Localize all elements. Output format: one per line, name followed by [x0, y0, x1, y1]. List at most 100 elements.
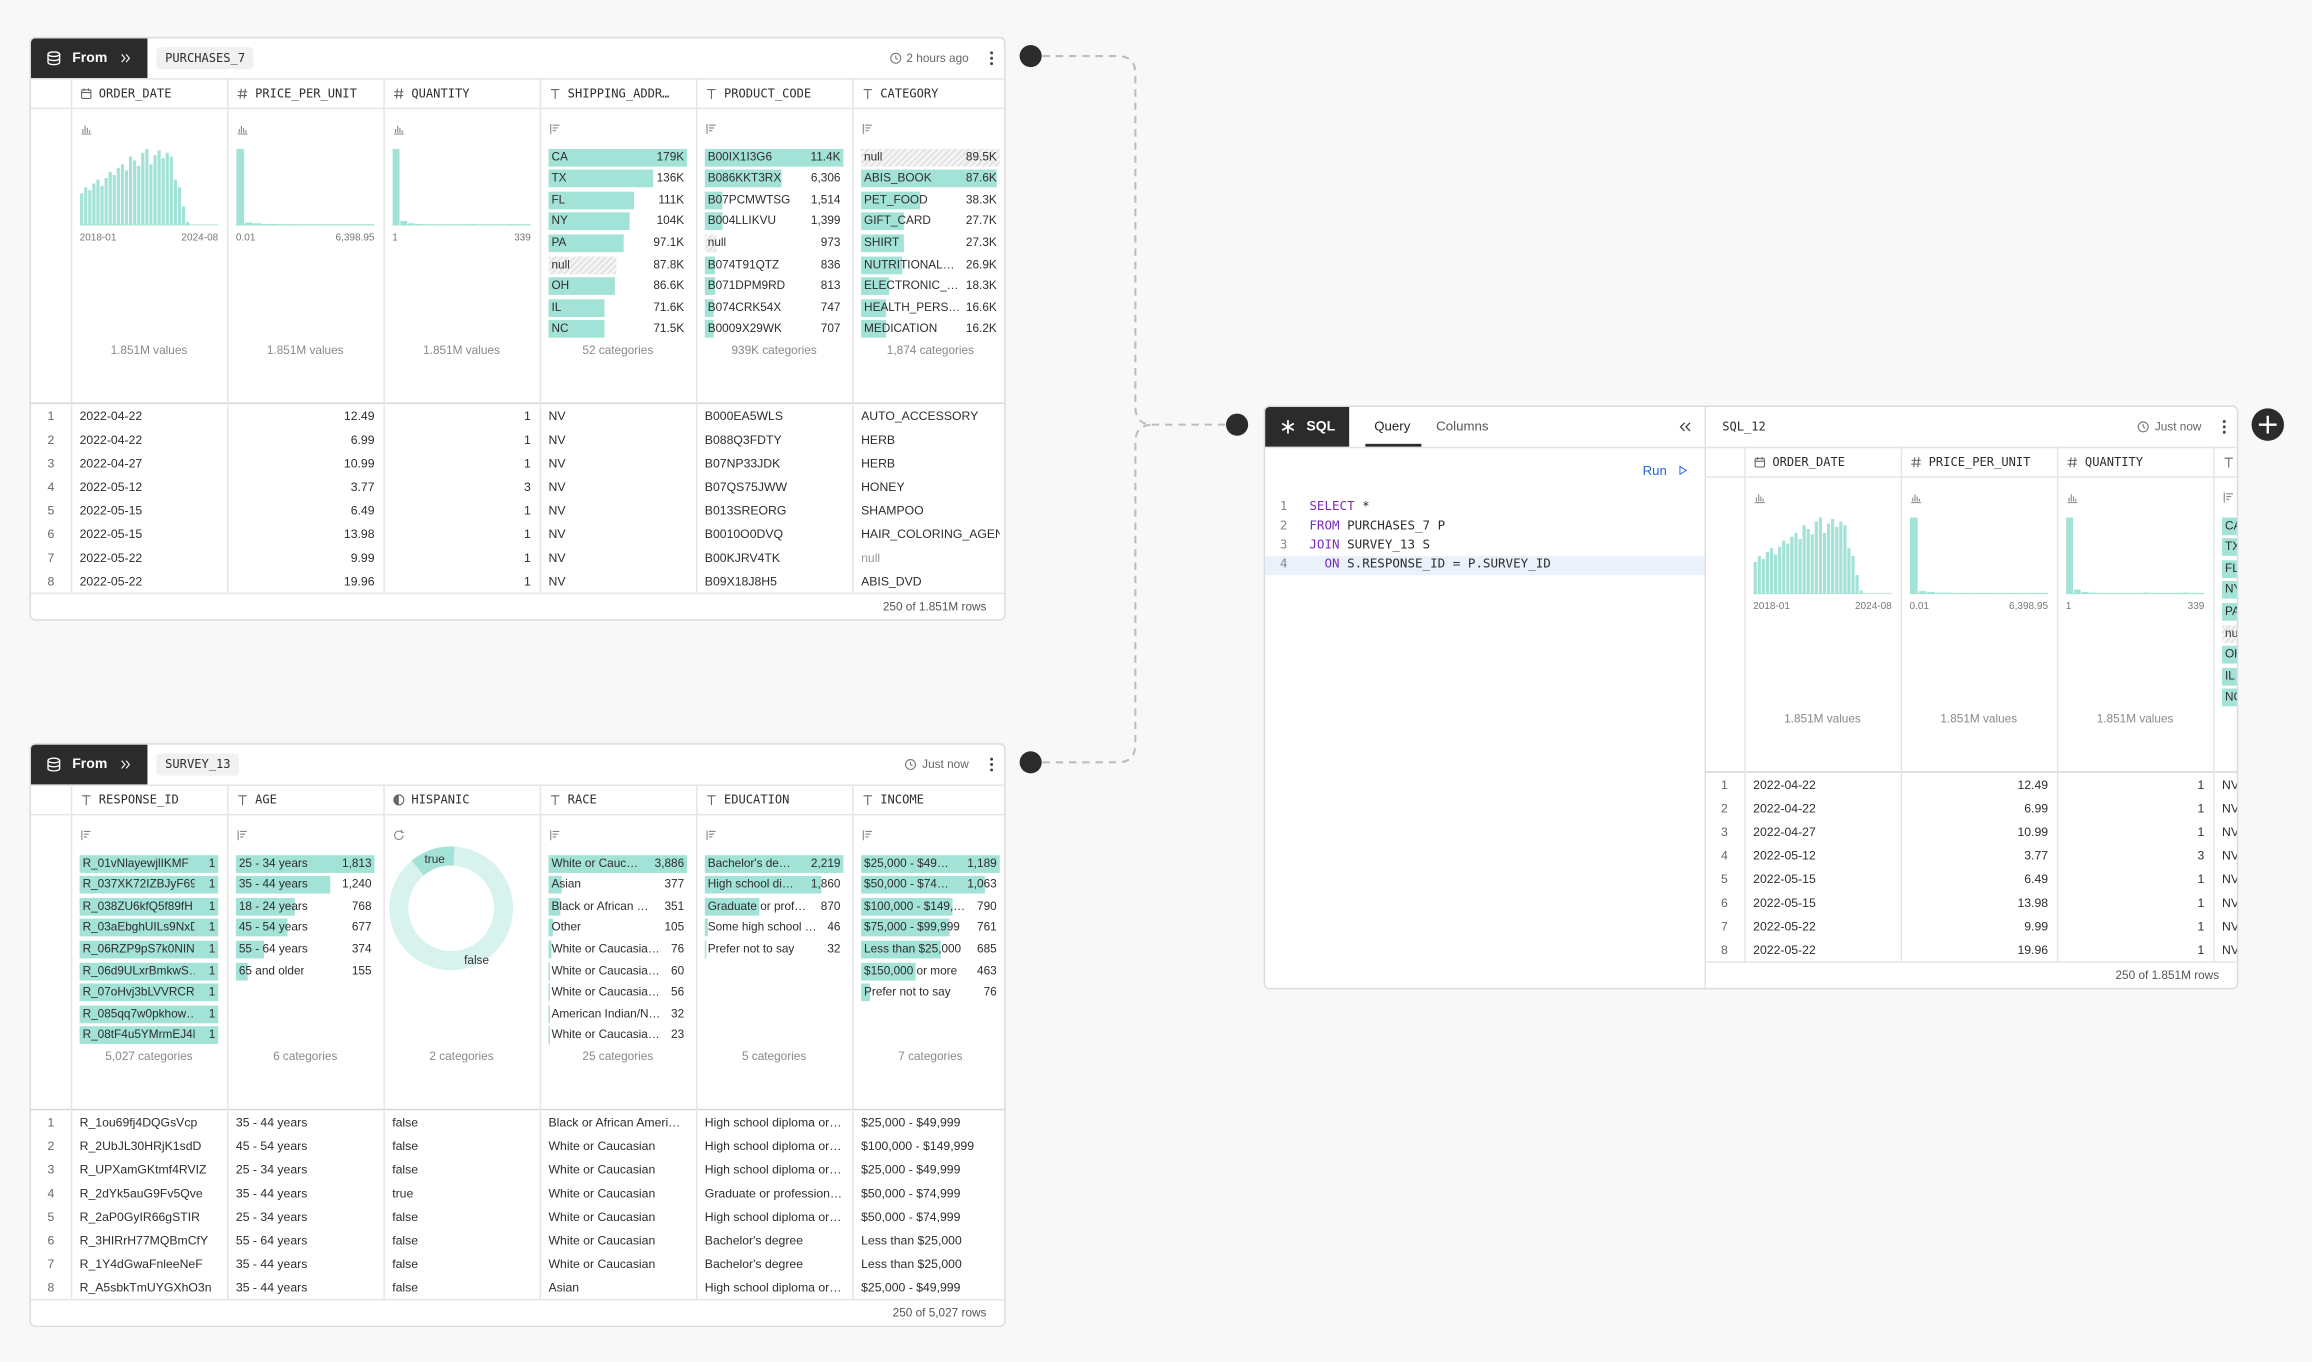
value-count: 38.3K: [965, 192, 997, 206]
icon-part: [550, 124, 560, 134]
divider: [30, 107, 1005, 110]
value-count: 136K: [656, 171, 685, 185]
cell: SHAMPOO: [861, 502, 924, 518]
cell: B0010O0DVQ: [704, 526, 784, 542]
run-button[interactable]: Run: [1640, 460, 1693, 481]
value-count: 71.5K: [653, 321, 685, 336]
cell: true: [392, 1185, 414, 1201]
histogram-bar: [1831, 519, 1835, 595]
icon-part: [706, 830, 716, 841]
icon: [393, 88, 404, 99]
divider: [1704, 961, 2237, 963]
icon: [990, 51, 994, 66]
divider: [227, 784, 229, 1300]
value-label: PA: [2225, 604, 2237, 618]
cell: 2022-05-12: [1753, 847, 1816, 863]
icon-part: [1911, 494, 1922, 504]
value-bar: [861, 298, 887, 317]
divider: [30, 78, 1005, 80]
port: [1019, 44, 1042, 68]
icon: [990, 757, 994, 772]
icon-part: [1755, 456, 1765, 462]
histogram-bar: [2127, 593, 2135, 595]
icon-part: [47, 757, 61, 764]
top-value: 87.8K null: [548, 255, 688, 274]
top-value: 26.9K NUTRITIONAL…: [861, 255, 1000, 274]
value-label: B074CRK54X: [707, 300, 782, 314]
value-label: Bachelor's de…: [707, 855, 791, 870]
icon-part: [862, 124, 872, 134]
cell: NV: [548, 455, 566, 471]
divider: [70, 78, 73, 593]
column-name: CATEGORY: [880, 85, 939, 101]
cell: $100,000 - $149,999: [861, 1138, 975, 1154]
value-bar: [235, 919, 288, 937]
tab[interactable]: Columns: [1436, 418, 1489, 434]
cell: 1: [2197, 800, 2205, 816]
icon: [47, 757, 61, 772]
histogram-bar: [2081, 591, 2089, 595]
histogram-bar: [515, 224, 523, 226]
code-text: PURCHASES_7 P: [1339, 519, 1446, 534]
histogram-bar: [2174, 593, 2181, 595]
value-label: Less than $25,000: [864, 942, 962, 956]
value-bar: [861, 234, 904, 252]
value-label: TX: [551, 171, 567, 185]
value-bar: [861, 191, 921, 209]
top-value: 27.7K GIFT_CARD: [861, 212, 1000, 231]
value-label: FL: [2225, 561, 2239, 575]
value-count: 707: [820, 321, 841, 336]
histogram-bar: [84, 187, 88, 226]
cell: $25,000 - $49,999: [861, 1114, 961, 1130]
value-bar: [861, 983, 870, 1002]
cell: NV: [2222, 800, 2239, 816]
value-bar: [548, 940, 552, 959]
icon-part: [2222, 430, 2226, 434]
icon-part: [237, 88, 248, 99]
cell: R_2dYk5auG9Fv5Qve: [79, 1185, 203, 1201]
histogram: [1909, 517, 2049, 595]
value-count: 27.7K: [965, 214, 997, 228]
row-number: 6: [47, 1232, 55, 1248]
value-count: 89.5K: [965, 149, 997, 163]
histogram-bar: [96, 179, 100, 226]
histogram-bar: [165, 152, 169, 226]
top-value: OH: [2222, 645, 2237, 664]
icon-part: [393, 794, 399, 805]
cell: 1: [523, 526, 531, 542]
row-number: 2: [47, 432, 55, 447]
divider: [383, 784, 385, 1300]
cell: R_1ou69fj4DQGsVcp: [79, 1114, 198, 1130]
cell: 1: [2197, 871, 2205, 887]
summary-count: 1.851M values: [2096, 712, 2174, 726]
histogram-bar: [1782, 540, 1786, 595]
value-label: White or Caucasia…: [551, 942, 660, 956]
cell: 35 - 44 years: [235, 1185, 308, 1201]
icon-part: [707, 88, 716, 99]
icon: [905, 758, 917, 771]
cell: $50,000 - $74,999: [861, 1209, 961, 1224]
tab[interactable]: Query: [1374, 418, 1411, 434]
value-bar: [704, 234, 717, 252]
value-bar: [704, 255, 715, 274]
value-count: 973: [820, 235, 841, 250]
icon: [394, 829, 405, 841]
divider: [383, 78, 385, 593]
value-bar: [235, 962, 248, 980]
value-count: 1: [208, 855, 216, 870]
cell: B07QS75JWW: [704, 479, 788, 494]
top-value: 104K NY: [548, 212, 688, 231]
histogram-bar: [2135, 593, 2143, 595]
top-value: 23 White or Caucasia…: [548, 1026, 688, 1045]
icon-part: [121, 54, 131, 63]
value-count: 2,219: [810, 855, 841, 870]
value-label: Prefer not to say: [707, 942, 795, 956]
cell: White or Caucasian: [548, 1209, 656, 1224]
value-count: 46: [827, 920, 841, 934]
histogram-bar: [461, 224, 469, 226]
top-value: 1,189 $25,000 - $49…: [861, 854, 1000, 873]
top-value: 16.6K HEALTH_PERS…: [861, 298, 1000, 317]
top-value: 46 Some high school …: [704, 919, 844, 937]
value-count: 374: [351, 942, 372, 956]
cell: B013SREORG: [704, 502, 787, 518]
